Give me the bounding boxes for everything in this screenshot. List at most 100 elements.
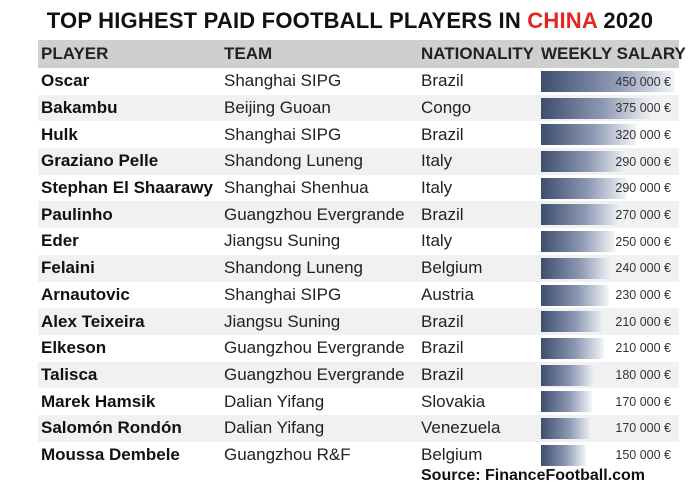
- salary-label: 270 000 €: [615, 207, 671, 222]
- team-name: Jiangsu Suning: [224, 231, 341, 251]
- team-name: Guangzhou Evergrande: [224, 338, 405, 358]
- salary-label: 290 000 €: [615, 181, 671, 196]
- player-name: Bakambu: [41, 98, 118, 118]
- salary-bar: [541, 257, 613, 279]
- header-player: PLAYER: [41, 44, 109, 63]
- player-name: Moussa Dembele: [41, 444, 180, 464]
- nationality: Brazil: [421, 364, 464, 384]
- table-header: PLAYER TEAM NATIONALITY WEEKLY SALARY: [38, 40, 686, 68]
- nationality: Italy: [421, 231, 453, 251]
- title-highlight: CHINA: [527, 8, 598, 33]
- salary-bar: [541, 97, 653, 119]
- table-row: Bakambu Beijing Guoan Congo 375 000 €: [38, 94, 679, 122]
- salary-label: 170 000 €: [615, 421, 671, 436]
- salary-bar: [541, 151, 628, 173]
- team-name: Guangzhou Evergrande: [224, 364, 405, 384]
- team-name: Shandong Luneng: [224, 258, 363, 278]
- salary-bar-area: 240 000 €: [541, 257, 675, 279]
- team-name: Shanghai SIPG: [224, 284, 342, 304]
- player-name: Eder: [41, 231, 79, 251]
- salary-label: 180 000 €: [615, 368, 671, 383]
- player-name: Stephan El Shaarawy: [41, 178, 213, 198]
- nationality: Slovakia: [421, 391, 486, 411]
- salary-bar-area: 150 000 €: [541, 444, 675, 466]
- source-credit: Source: FinanceFootball.com: [421, 467, 646, 484]
- team-name: Shanghai SIPG: [224, 124, 342, 144]
- salary-bar-area: 170 000 €: [541, 391, 675, 413]
- table-row: Alex Teixeira Jiangsu Suning Brazil 210 000…: [38, 308, 679, 335]
- team-name: Shandong Luneng: [224, 151, 363, 171]
- table-row: Stephan El Shaarawy Shanghai Shenhua Italy…: [38, 175, 679, 202]
- nationality: Brazil: [421, 204, 464, 224]
- salary-bar-area: 210 000 €: [541, 311, 675, 333]
- salary-label: 240 000 €: [615, 261, 671, 276]
- table-row: Salomón Rondón Dalian Yifang Venezuela 170 …: [38, 414, 679, 442]
- salary-label: 450 000 €: [615, 74, 671, 89]
- player-name: Elkeson: [41, 338, 107, 358]
- header-weekly-salary: WEEKLY SALARY: [541, 44, 686, 63]
- player-name: Marek Hamsik: [41, 391, 156, 411]
- table-row: Felaini Shandong Luneng Belgium 240 000 €: [38, 254, 679, 282]
- salary-bar-area: 250 000 €: [541, 231, 675, 253]
- player-name: Hulk: [41, 124, 78, 144]
- team-name: Jiangsu Suning: [224, 311, 341, 331]
- table-row: Elkeson Guangzhou Evergrande Brazil 210 000…: [38, 335, 679, 362]
- salary-bar-area: 320 000 €: [541, 124, 675, 146]
- salary-bar-area: 210 000 €: [541, 337, 675, 359]
- team-name: Dalian Yifang: [224, 391, 325, 411]
- nationality: Italy: [421, 178, 453, 198]
- table-row: Hulk Shanghai SIPG Brazil 320 000 €: [38, 121, 679, 148]
- table-row: Talisca Guangzhou Evergrande Brazil 180 000…: [38, 361, 679, 389]
- salary-label: 290 000 €: [615, 154, 671, 169]
- salary-label: 230 000 €: [615, 288, 671, 302]
- salary-bar: [541, 337, 604, 359]
- salary-bar: [541, 71, 675, 92]
- table-row: Eder Jiangsu Suning Italy 250 000 €: [38, 228, 679, 255]
- team-name: Shanghai SIPG: [224, 71, 342, 91]
- salary-label: 320 000 €: [615, 127, 671, 142]
- table-row: Graziano Pelle Shandong Luneng Italy 290 00…: [38, 148, 679, 175]
- table-row: Arnautovic Shanghai SIPG Austria 230 000 €: [38, 282, 679, 309]
- table-row: Oscar Shanghai SIPG Brazil 450 000 €: [38, 68, 679, 95]
- salary-label: 210 000 €: [615, 341, 671, 356]
- salary-bar-area: 290 000 €: [541, 177, 675, 199]
- team-name: Beijing Guoan: [224, 98, 331, 118]
- player-name: Graziano Pelle: [41, 151, 159, 171]
- salary-label: 150 000 €: [615, 448, 671, 463]
- salary-bar: [541, 284, 610, 306]
- player-name: Felaini: [41, 258, 95, 278]
- header-nationality: NATIONALITY: [421, 44, 535, 63]
- nationality: Brazil: [421, 338, 464, 358]
- salary-bar-area: 450 000 €: [541, 71, 675, 92]
- salary-bar: [541, 417, 592, 439]
- nationality: Brazil: [421, 311, 464, 331]
- nationality: Brazil: [421, 124, 464, 144]
- salary-bar: [541, 311, 604, 333]
- table-row: Moussa Dembele Guangzhou R&F Belgium 150 00…: [38, 442, 679, 469]
- team-name: Dalian Yifang: [224, 418, 325, 438]
- table-row: Marek Hamsik Dalian Yifang Slovakia 170 000…: [38, 388, 679, 415]
- player-name: Alex Teixeira: [41, 311, 145, 331]
- team-name: Guangzhou Evergrande: [224, 204, 405, 224]
- title-prefix: TOP HIGHEST PAID FOOTBALL PLAYERS IN: [46, 8, 528, 33]
- nationality: Belgium: [421, 444, 483, 464]
- salary-bar-area: 290 000 €: [541, 151, 675, 173]
- player-name: Salomón Rondón: [41, 418, 182, 438]
- salary-bar: [541, 364, 595, 386]
- salary-label: 170 000 €: [615, 394, 671, 409]
- nationality: Austria: [421, 284, 474, 304]
- salary-bar-area: 170 000 €: [541, 417, 675, 439]
- salary-label: 250 000 €: [615, 234, 671, 249]
- player-name: Paulinho: [41, 204, 113, 224]
- header-team: TEAM: [224, 44, 273, 63]
- player-name: Talisca: [41, 364, 98, 384]
- nationality: Brazil: [421, 71, 464, 91]
- salary-bar: [541, 204, 622, 226]
- salary-bar-area: 230 000 €: [541, 284, 675, 306]
- salary-bar: [541, 391, 592, 413]
- salary-bar: [541, 177, 628, 199]
- team-name: Guangzhou R&F: [224, 444, 351, 464]
- nationality: Italy: [421, 151, 453, 171]
- table-row: Paulinho Guangzhou Evergrande Brazil 270 00…: [38, 201, 679, 229]
